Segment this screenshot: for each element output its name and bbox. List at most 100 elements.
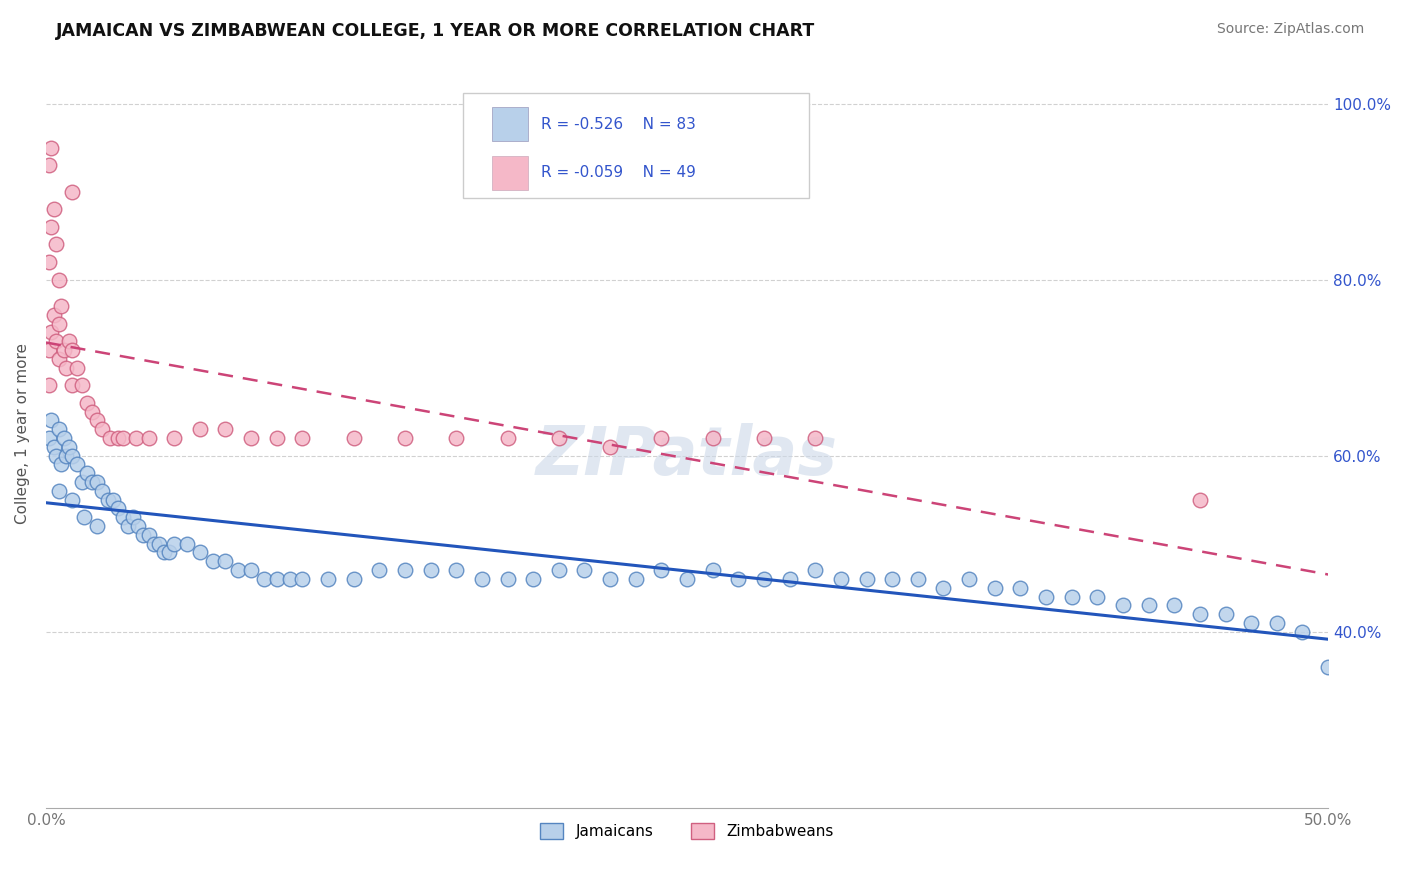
Point — [702, 563, 724, 577]
Point — [1060, 590, 1083, 604]
Point — [830, 572, 852, 586]
FancyBboxPatch shape — [492, 156, 529, 190]
Point — [45, 237, 67, 252]
Point — [214, 422, 236, 436]
Point — [907, 572, 929, 586]
Point — [291, 572, 314, 586]
Point — [60, 343, 83, 357]
Point — [157, 545, 180, 559]
Point — [804, 431, 827, 445]
Point — [107, 431, 129, 445]
Point — [882, 572, 904, 586]
Point — [1035, 590, 1057, 604]
Point — [42, 308, 65, 322]
Y-axis label: College, 1 year or more: College, 1 year or more — [15, 343, 30, 524]
Point — [91, 422, 114, 436]
Point — [419, 563, 441, 577]
Point — [394, 431, 416, 445]
Point — [39, 219, 62, 234]
Point — [82, 475, 104, 489]
Point — [547, 563, 569, 577]
Point — [266, 431, 288, 445]
Point — [343, 431, 366, 445]
Point — [471, 572, 494, 586]
Point — [48, 483, 70, 498]
Point — [60, 185, 83, 199]
Point — [957, 572, 980, 586]
Point — [39, 413, 62, 427]
Point — [38, 255, 60, 269]
Point — [1085, 590, 1108, 604]
Point — [188, 545, 211, 559]
Point — [574, 563, 596, 577]
Point — [51, 299, 73, 313]
Point — [599, 440, 621, 454]
Point — [153, 545, 176, 559]
Point — [1163, 599, 1185, 613]
Point — [394, 563, 416, 577]
Point — [117, 519, 139, 533]
Point — [96, 492, 118, 507]
Point — [1291, 624, 1313, 639]
Point — [111, 510, 134, 524]
Point — [55, 360, 77, 375]
Point — [599, 572, 621, 586]
Point — [650, 431, 672, 445]
FancyBboxPatch shape — [463, 94, 808, 198]
Point — [522, 572, 544, 586]
Point — [45, 334, 67, 349]
Point — [76, 396, 98, 410]
Point — [855, 572, 877, 586]
Point — [82, 405, 104, 419]
Point — [624, 572, 647, 586]
Point — [45, 449, 67, 463]
Point — [58, 440, 80, 454]
Point — [148, 537, 170, 551]
Point — [343, 572, 366, 586]
Point — [201, 554, 224, 568]
Point — [702, 431, 724, 445]
Point — [70, 378, 93, 392]
Point — [138, 431, 160, 445]
Point — [727, 572, 749, 586]
Point — [111, 431, 134, 445]
Point — [39, 140, 62, 154]
Point — [51, 458, 73, 472]
Point — [86, 519, 108, 533]
Point — [60, 449, 83, 463]
Point — [163, 537, 186, 551]
Point — [188, 422, 211, 436]
Text: R = -0.526    N = 83: R = -0.526 N = 83 — [541, 117, 696, 132]
Point — [58, 334, 80, 349]
Point — [1112, 599, 1135, 613]
Point — [125, 431, 148, 445]
Point — [107, 501, 129, 516]
Point — [73, 510, 96, 524]
Point — [127, 519, 149, 533]
Point — [1265, 615, 1288, 630]
Point — [650, 563, 672, 577]
Point — [66, 458, 89, 472]
Text: R = -0.059    N = 49: R = -0.059 N = 49 — [541, 165, 696, 180]
Point — [66, 360, 89, 375]
Point — [446, 431, 468, 445]
Point — [38, 378, 60, 392]
Point — [76, 467, 98, 481]
Point — [752, 431, 775, 445]
Text: Source: ZipAtlas.com: Source: ZipAtlas.com — [1216, 22, 1364, 37]
Point — [70, 475, 93, 489]
Point — [42, 202, 65, 217]
Point — [1188, 492, 1211, 507]
Point — [1010, 581, 1032, 595]
Point — [48, 422, 70, 436]
Point — [214, 554, 236, 568]
Point — [676, 572, 699, 586]
Point — [752, 572, 775, 586]
Point — [496, 431, 519, 445]
Point — [101, 492, 124, 507]
Point — [779, 572, 801, 586]
Point — [38, 158, 60, 172]
Point — [1317, 660, 1340, 674]
Text: JAMAICAN VS ZIMBABWEAN COLLEGE, 1 YEAR OR MORE CORRELATION CHART: JAMAICAN VS ZIMBABWEAN COLLEGE, 1 YEAR O… — [56, 22, 815, 40]
Point — [48, 317, 70, 331]
